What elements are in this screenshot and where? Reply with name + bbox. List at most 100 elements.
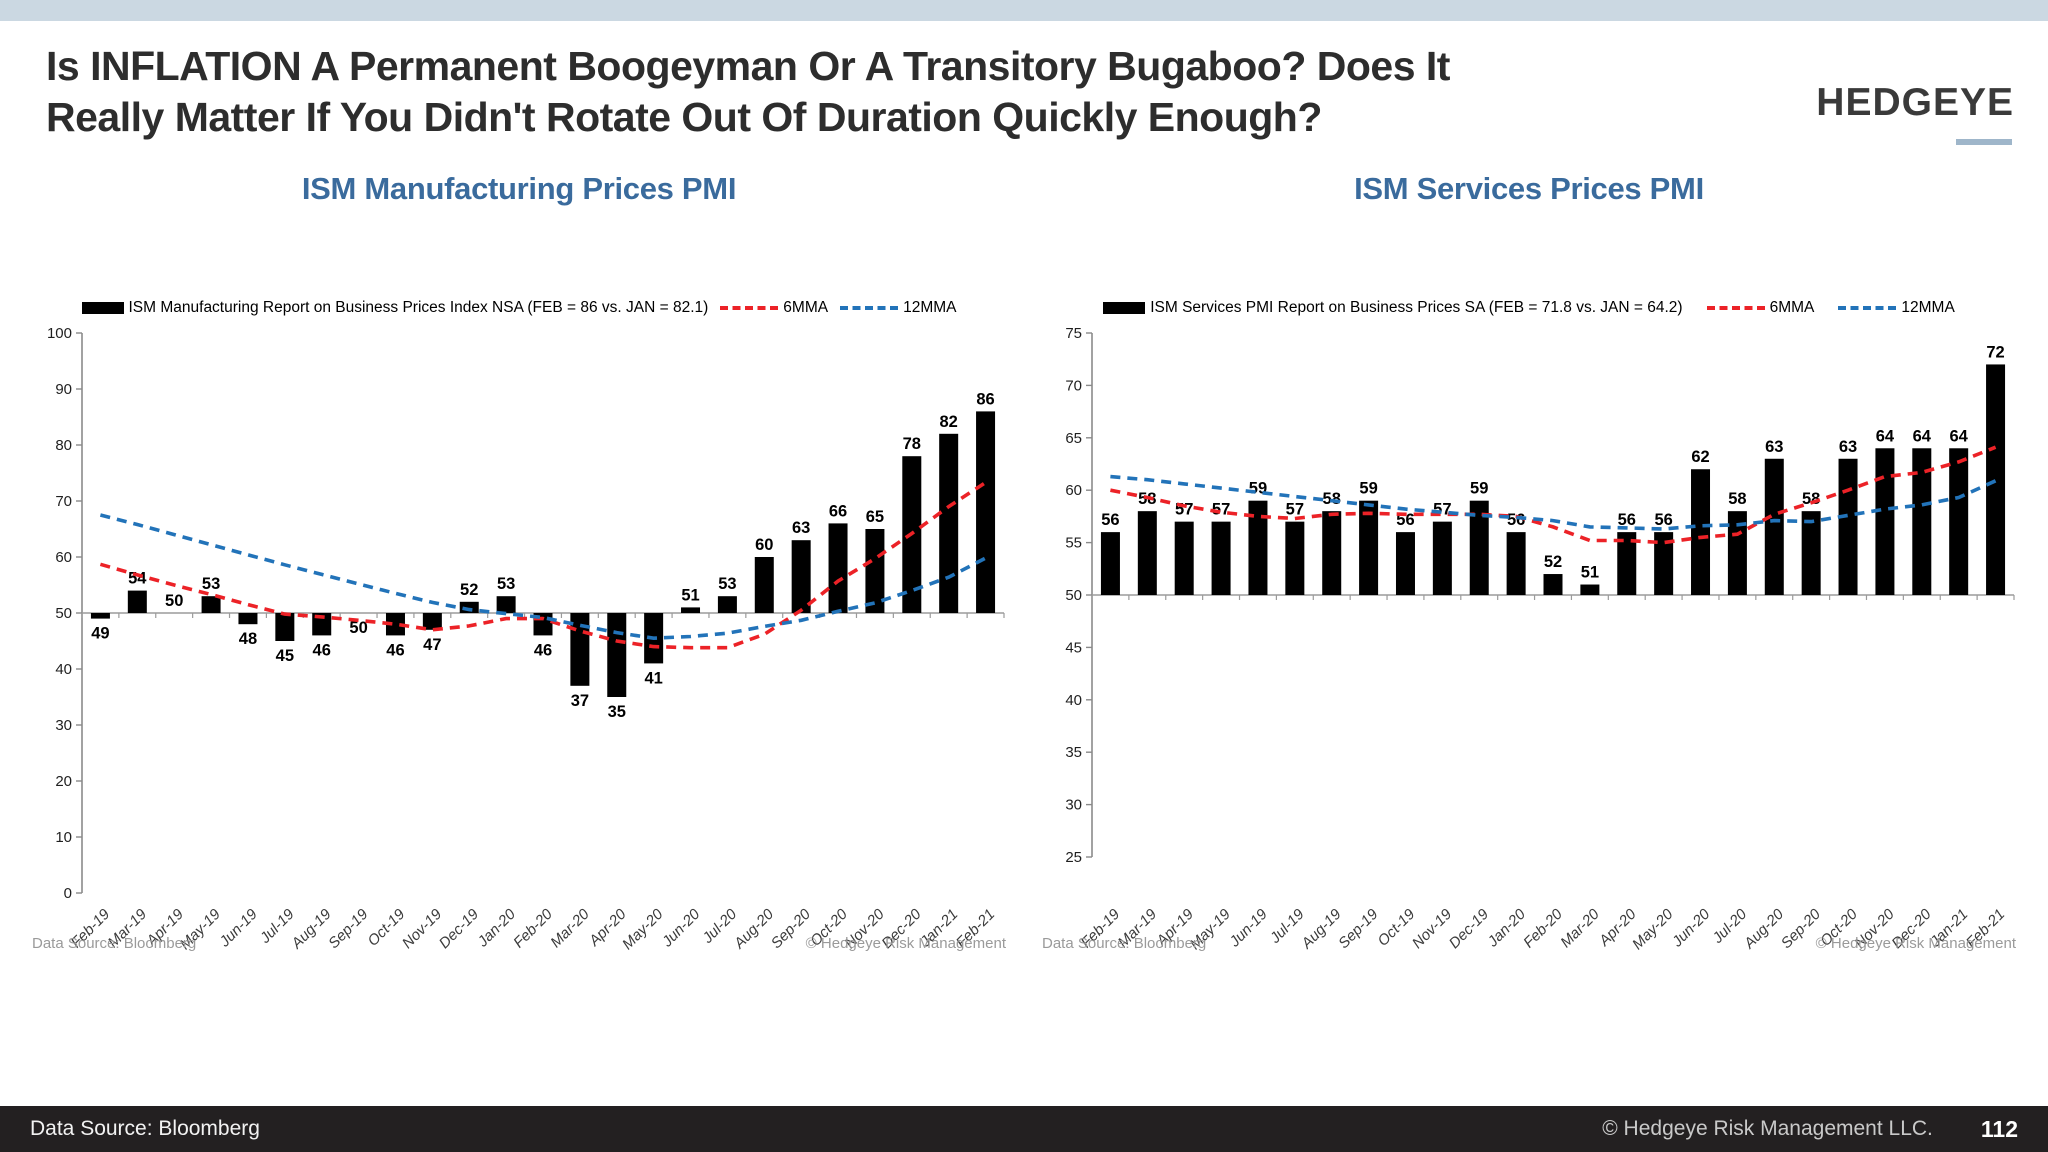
- bar: [828, 523, 848, 613]
- value-label: 51: [681, 586, 699, 604]
- value-label: 45: [276, 647, 294, 665]
- y-tick-label: 40: [1065, 691, 1082, 708]
- bar: [1654, 531, 1674, 595]
- bar: [127, 590, 147, 613]
- ma-line-6mma: [99, 480, 987, 650]
- legend-bars-label: ISM Manufacturing Report on Business Pri…: [128, 298, 709, 316]
- y-tick-label: 55: [1065, 534, 1082, 551]
- bar: [1248, 500, 1268, 595]
- ma-line-6mma: [1110, 445, 1997, 545]
- value-label: 50: [165, 592, 183, 610]
- charts-row: ISM Manufacturing Prices PMI ISM Manufac…: [0, 145, 2048, 953]
- bar: [1432, 521, 1452, 595]
- bar: [1359, 500, 1379, 595]
- manufacturing-legend: ISM Manufacturing Report on Business Pri…: [24, 299, 1014, 317]
- services-notes: Data Source: Bloomberg © Hedgeye Risk Ma…: [1034, 935, 2024, 952]
- bar: [422, 612, 442, 630]
- y-tick-label: 10: [55, 829, 72, 846]
- y-tick-label: 20: [55, 773, 72, 790]
- bar: [607, 612, 627, 697]
- bar: [1543, 573, 1563, 595]
- value-label: 57: [1286, 500, 1304, 518]
- hedgeye-logo-text: HEDGEYE: [1816, 81, 2014, 124]
- copyright-note: © Hedgeye Risk Management: [1815, 934, 2016, 952]
- value-label: 58: [1728, 490, 1746, 508]
- bar: [1137, 510, 1157, 595]
- manufacturing-notes: Data Source: Bloomberg © Hedgeye Risk Ma…: [24, 935, 1014, 952]
- y-tick-label: 30: [55, 717, 72, 734]
- legend-12mma-label: 12MMA: [1901, 298, 1955, 316]
- value-label: 52: [1544, 553, 1562, 571]
- bar: [1100, 531, 1120, 595]
- y-tick-label: 60: [1065, 482, 1082, 499]
- logo-underline: [1956, 139, 2012, 145]
- manufacturing-panel: ISM Manufacturing Prices PMI ISM Manufac…: [24, 145, 1014, 953]
- slide-header: Is INFLATION A Permanent Boogeyman Or A …: [0, 41, 2048, 145]
- y-tick-label: 30: [1065, 796, 1082, 813]
- value-label: 48: [239, 630, 257, 648]
- value-label: 59: [1249, 479, 1267, 497]
- bar: [1285, 521, 1305, 595]
- manufacturing-chart-title: ISM Manufacturing Prices PMI: [301, 170, 737, 206]
- y-tick-label: 0: [64, 885, 72, 902]
- value-label: 59: [1470, 479, 1488, 497]
- manufacturing-chart: 0 10 20 30 40 50 60 70 80 90 100 49 54 50 53 48 45 46 50 46…: [47, 325, 1005, 953]
- footer-source: Data Source: Bloomberg: [30, 1117, 260, 1140]
- bar-series-swatch: [1103, 301, 1146, 314]
- value-label: 46: [534, 641, 552, 659]
- slide-title-line2: Really Matter If You Didn't Rotate Out O…: [46, 93, 1322, 140]
- bar: [1174, 521, 1194, 595]
- bar: [939, 433, 959, 613]
- value-label: 72: [1986, 343, 2004, 361]
- value-label: 64: [1950, 427, 1969, 445]
- slide-footer: Data Source: Bloomberg © Hedgeye Risk Ma…: [0, 1106, 2048, 1152]
- value-label: 66: [829, 502, 847, 520]
- bar: [1322, 510, 1342, 595]
- bar: [791, 539, 811, 613]
- source-note: Data Source: Bloomberg: [1042, 934, 1207, 952]
- bar: [1875, 447, 1895, 595]
- value-label: 63: [792, 519, 810, 537]
- value-label: 56: [1654, 511, 1672, 529]
- slide-title: Is INFLATION A Permanent Boogeyman Or A …: [46, 41, 2048, 143]
- bar: [312, 612, 332, 636]
- y-axis: 0 10 20 30 40 50 60 70 80 90 100: [47, 325, 83, 902]
- ma-line-12mma: [99, 512, 987, 640]
- y-tick-label: 45: [1065, 639, 1082, 656]
- bar: [1506, 531, 1526, 595]
- y-tick-label: 40: [55, 661, 72, 678]
- bar: [1912, 447, 1932, 595]
- y-tick-label: 35: [1065, 744, 1082, 761]
- bar: [90, 612, 110, 619]
- footer-right: © Hedgeye Risk Management LLC. 112: [1602, 1116, 2018, 1143]
- services-panel: ISM Services Prices PMI ISM Services PMI…: [1034, 145, 2024, 953]
- bar: [1949, 447, 1969, 595]
- legend-6mma-label: 6MMA: [783, 298, 829, 316]
- legend-6mma-item: 6MMA: [720, 299, 828, 317]
- bar: [1838, 458, 1858, 595]
- value-label: 62: [1691, 448, 1709, 466]
- bars-group: [1100, 364, 2006, 595]
- value-label: 53: [497, 575, 515, 593]
- value-label: 56: [1101, 511, 1119, 529]
- bar: [1727, 510, 1747, 595]
- value-label: 46: [313, 641, 331, 659]
- value-label: 63: [1839, 437, 1857, 455]
- y-tick-label: 75: [1065, 325, 1082, 342]
- bar: [459, 601, 479, 613]
- value-label: 51: [1581, 563, 1599, 581]
- legend-12mma-item: 12MMA: [840, 299, 957, 317]
- hedgeye-logo: HEDGEYE: [1816, 81, 2014, 145]
- bar-series-swatch: [81, 301, 124, 314]
- legend-6mma-item: 6MMA: [1706, 299, 1814, 317]
- copyright-note: © Hedgeye Risk Management: [805, 934, 1006, 952]
- bar: [1469, 500, 1489, 595]
- y-tick-label: 80: [55, 437, 72, 454]
- y-tick-label: 60: [55, 549, 72, 566]
- value-label: 78: [903, 435, 921, 453]
- value-label: 50: [349, 619, 367, 637]
- legend-bars-item: ISM Services PMI Report on Business Pric…: [1103, 299, 1683, 317]
- value-label: 49: [91, 624, 109, 642]
- 6mma-line-swatch: [1706, 305, 1765, 310]
- bar: [1580, 584, 1600, 595]
